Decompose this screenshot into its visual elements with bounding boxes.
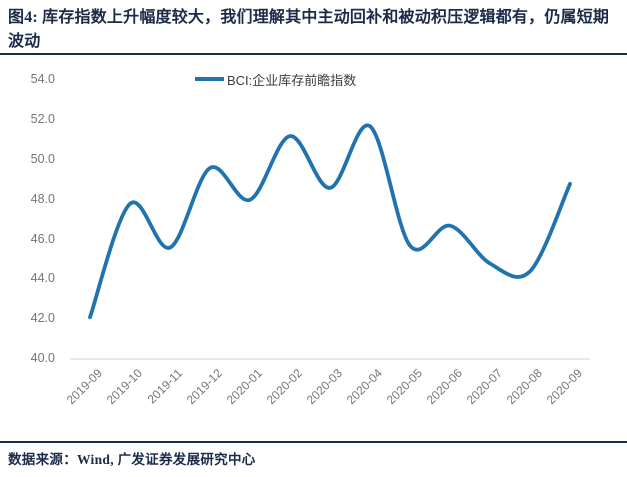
figure-title: 图4: 库存指数上升幅度较大，我们理解其中主动回补和被动积压逻辑都有，仍属短期波… — [8, 9, 610, 50]
chart-legend: BCI:企业库存前瞻指数 — [195, 70, 356, 88]
series-curve — [88, 123, 572, 320]
title-divider — [0, 53, 627, 55]
footer-divider — [0, 441, 627, 443]
y-tick-label: 54.0 — [30, 72, 55, 87]
y-tick-label: 46.0 — [30, 231, 55, 246]
y-tick-label: 50.0 — [30, 152, 55, 166]
y-tick-label: 42.0 — [30, 311, 55, 326]
y-tick-label: 44.0 — [30, 271, 55, 286]
y-tick-label: 52.0 — [30, 112, 55, 127]
source-note: 数据来源：Wind, 广发证券发展研究中心 — [8, 452, 256, 467]
legend-series-label: BCI:企业库存前瞻指数 — [227, 72, 357, 88]
y-tick-label: 40.0 — [30, 351, 55, 365]
y-tick-label: 48.0 — [30, 191, 55, 206]
legend-line-icon — [195, 77, 224, 81]
